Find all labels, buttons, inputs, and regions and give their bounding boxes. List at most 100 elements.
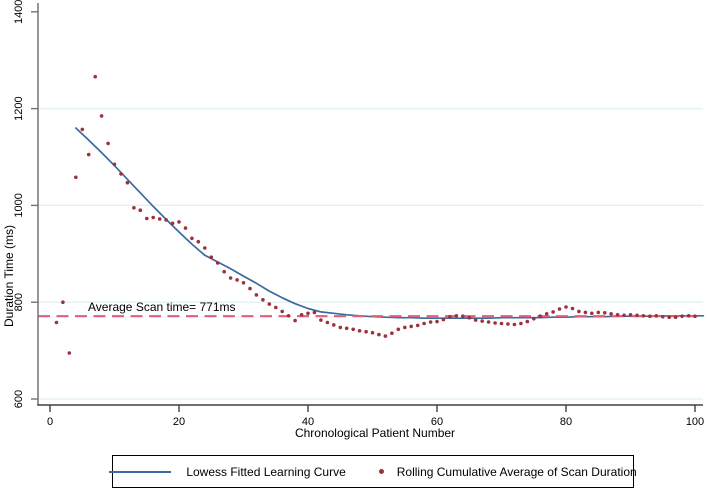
scatter-dot [299, 313, 304, 317]
scatter-dot [564, 305, 568, 309]
x-tick-label: 40 [302, 416, 314, 428]
scatter-dot [61, 300, 65, 305]
y-tick-label: 1200 [13, 96, 25, 120]
scatter-dot [325, 320, 330, 325]
scatter-dot [67, 351, 72, 355]
scatter-dot [377, 332, 381, 337]
scatter-dot [409, 324, 414, 329]
y-tick-label: 1000 [13, 193, 25, 217]
scatter-dot [274, 305, 278, 310]
scatter-dot [499, 321, 504, 326]
scatter-dot [312, 310, 317, 315]
scatter-dot [635, 313, 639, 318]
scatter-dot [506, 322, 510, 326]
scatter-dot [319, 318, 323, 322]
scatter-dot [461, 314, 465, 319]
scatter-dot [235, 278, 239, 282]
scatter-dot [686, 314, 691, 318]
scatter-dot [532, 316, 536, 321]
scatter-dot [480, 319, 485, 323]
scatter-dot [196, 239, 201, 244]
scatter-dot [512, 322, 517, 327]
scatter-dot [280, 309, 285, 314]
scatter-dot [551, 310, 555, 314]
scatter-dot [190, 236, 194, 241]
y-axis-title: Duration Time (ms) [2, 224, 16, 328]
scatter-dot [628, 313, 633, 317]
scatter-dot [241, 281, 246, 285]
scatter-dot [222, 269, 226, 274]
scatter-dot [454, 314, 459, 318]
scatter-dot [306, 311, 310, 316]
scatter-dot [396, 327, 401, 332]
scatter-dot [215, 261, 220, 265]
scatter-dot [125, 180, 130, 185]
scatter-dot [596, 310, 601, 315]
scatter-dot [654, 314, 659, 318]
scatter-dot [145, 216, 149, 221]
x-axis-title: Chronological Patient Number [294, 426, 456, 440]
scatter-dot [74, 175, 78, 180]
scatter-dot [293, 318, 297, 323]
legend-entry-rolling-average: Rolling Cumulative Average of Scan Durat… [378, 465, 637, 479]
scatter-dot [667, 315, 671, 320]
scatter-dot [106, 141, 110, 146]
scatter-dot [467, 315, 472, 320]
scatter-dot [164, 218, 168, 222]
scatter-dot [132, 206, 136, 210]
scatter-dot-swatch [378, 469, 384, 474]
scatter-dot [332, 323, 336, 327]
scatter-dot [151, 215, 155, 220]
average-scan-time-annotation: Average Scan time= 771ms [88, 300, 236, 314]
scatter-dot [661, 314, 665, 319]
scatter-dot [538, 314, 542, 319]
scatter-dot [267, 302, 272, 306]
scatter-dot [93, 74, 97, 79]
x-tick-label: 0 [47, 416, 53, 428]
scatter-dot [228, 276, 233, 280]
scatter-dot [422, 321, 426, 326]
scatter-dot [286, 314, 291, 318]
lowess-line-swatch [109, 470, 172, 473]
legend-label-lowess: Lowess Fitted Learning Curve [186, 464, 346, 479]
scatter-dot [615, 313, 620, 317]
scatter-dot [351, 327, 356, 332]
scatter-dot [641, 314, 646, 318]
scatter-dot [590, 311, 594, 316]
lowess-curve [74, 127, 705, 320]
scatter-dot [138, 208, 143, 212]
scatter-dot [544, 312, 549, 316]
scatter-dot [357, 329, 362, 333]
y-tick-label: 1400 [13, 0, 25, 24]
scatter-dot [441, 317, 446, 322]
scatter-dot [170, 221, 175, 226]
scatter-dot [112, 162, 117, 167]
scatter-dot [557, 307, 562, 311]
scatter-dot [448, 314, 452, 319]
scatter-dot [390, 331, 394, 336]
scatter-dot [364, 329, 368, 334]
scatter-dot [577, 309, 581, 314]
scatter-dot [473, 318, 478, 322]
scatter-dot [570, 306, 575, 311]
scatter-dot [486, 320, 491, 324]
scatter-dot [383, 334, 388, 338]
scatter-dot [609, 312, 613, 316]
scatter-dot [648, 314, 652, 319]
x-tick-label: 20 [173, 416, 185, 428]
scatter-dot [177, 220, 181, 224]
scatter-dot [86, 152, 91, 157]
legend-box: Lowess Fitted Learning Curve Rolling Cum… [109, 455, 637, 488]
x-tick-label: 80 [560, 416, 572, 428]
scatter-dot [254, 293, 259, 297]
scatter-dot [583, 310, 588, 315]
legend-entry-lowess: Lowess Fitted Learning Curve [109, 464, 346, 479]
scatter-dot [338, 325, 343, 330]
scatter-dot [80, 127, 85, 132]
scatter-dot [370, 330, 375, 335]
scatter-dot [203, 246, 207, 250]
scatter-dot [344, 326, 349, 331]
y-tick-label: 600 [13, 390, 25, 408]
plot-canvas: 600 800 1000 1200 1400 0 20 40 60 80 100 [13, 0, 705, 428]
